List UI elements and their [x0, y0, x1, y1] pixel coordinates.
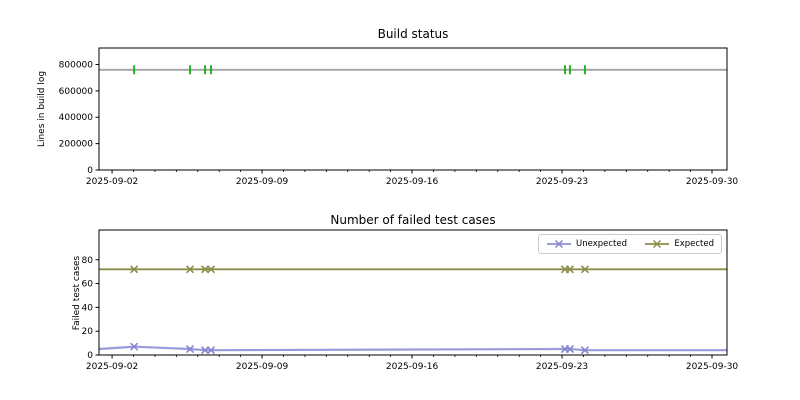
top-chart-title: Build status	[377, 27, 449, 41]
y-tick-label: 0	[87, 351, 93, 361]
marker-unexpected	[200, 346, 210, 355]
expected-line-swatch-icon	[645, 239, 670, 249]
y-tick-label: 400000	[59, 113, 94, 123]
axes-spines	[98, 229, 728, 356]
legend-label-expected: Expected	[674, 239, 714, 249]
x-tick-label: 2025-09-30	[686, 362, 739, 372]
x-tick-label: 2025-09-16	[386, 362, 439, 372]
y-tick-label: 600000	[59, 87, 94, 97]
x-tick-label: 2025-09-16	[386, 177, 439, 187]
legend: Unexpected Expected	[538, 234, 722, 254]
y-tick-label: 80	[82, 256, 94, 266]
marker-expected	[580, 265, 590, 274]
y-tick-label: 20	[82, 327, 94, 337]
marker-expected	[185, 265, 195, 274]
bottom-chart-y-axis-label: Failed test cases	[72, 255, 82, 331]
marker-expected	[200, 265, 210, 274]
x-tick-label: 2025-09-09	[236, 362, 289, 372]
y-tick-label: 0	[87, 166, 93, 176]
marker-unexpected	[130, 342, 139, 351]
axes-spines	[98, 47, 728, 171]
y-tick-label: 800000	[59, 60, 94, 70]
marker-unexpected	[580, 346, 590, 355]
marker-expected	[565, 265, 575, 274]
x-tick-label: 2025-09-30	[686, 177, 739, 187]
y-tick-label: 40	[82, 303, 94, 313]
x-tick-label: 2025-09-02	[86, 177, 138, 187]
x-tick-label: 2025-09-23	[536, 362, 588, 372]
legend-label-unexpected: Unexpected	[576, 239, 627, 249]
y-tick-label: 60	[82, 280, 94, 290]
marker-expected	[206, 265, 216, 274]
marker-unexpected	[565, 344, 575, 354]
series-line-unexpected	[98, 345, 727, 352]
unexpected-line-swatch-icon	[547, 239, 571, 249]
x-tick-label: 2025-09-09	[236, 177, 289, 187]
y-tick-label: 200000	[59, 140, 94, 150]
legend-entry-expected: Expected	[644, 239, 714, 249]
marker-expected	[130, 265, 139, 274]
x-tick-label: 2025-09-23	[536, 177, 588, 187]
marker-unexpected	[185, 344, 195, 354]
marker-unexpected	[206, 346, 216, 355]
top-chart-y-axis-label: Lines in build log	[37, 70, 47, 148]
x-tick-label: 2025-09-02	[86, 362, 138, 372]
legend-entry-unexpected: Unexpected	[546, 239, 627, 249]
bottom-chart-title: Number of failed test cases	[330, 213, 496, 227]
